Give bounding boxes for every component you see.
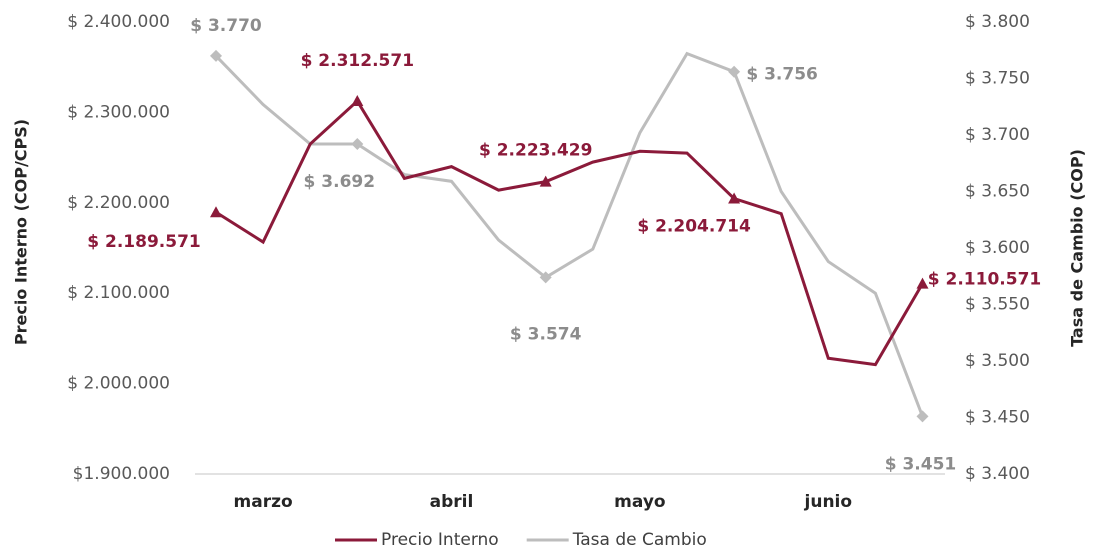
y2-tick-label: $ 3.700 — [965, 125, 1030, 145]
y-tick-label: $ 2.300.000 — [67, 102, 170, 122]
y2-axis-title: Tasa de Cambio (COP) — [1068, 149, 1087, 347]
legend-label: Precio Interno — [381, 530, 499, 550]
diamond-marker — [539, 271, 552, 284]
series-line — [215, 98, 924, 367]
series-line — [214, 51, 924, 417]
y-tick-label: $ 2.400.000 — [67, 12, 170, 32]
data-label: $ 2.223.429 — [479, 141, 592, 161]
diamond-marker — [210, 49, 222, 62]
data-label: $ 2.110.571 — [928, 270, 1041, 290]
diamond-marker — [916, 410, 929, 423]
y-tick-label: $ 2.000.000 — [67, 374, 170, 394]
x-tick-label: mayo — [614, 492, 665, 512]
y2-tick-label: $ 3.550 — [965, 295, 1030, 315]
diamond-marker — [728, 65, 741, 78]
x-tick-label: marzo — [234, 492, 293, 512]
y2-tick-label: $ 3.800 — [965, 12, 1030, 32]
y2-tick-label: $ 3.500 — [965, 351, 1030, 371]
y-tick-label: $ 2.100.000 — [67, 283, 170, 303]
y-axis-title: Precio Interno (COP/CPS) — [12, 119, 31, 345]
y2-tick-label: $ 3.400 — [965, 464, 1030, 484]
triangle-marker — [539, 175, 552, 187]
data-label: $ 3.574 — [510, 324, 582, 344]
data-label: $ 2.189.571 — [87, 232, 200, 252]
data-label: $ 3.451 — [885, 454, 957, 474]
data-label: $ 3.756 — [746, 65, 818, 85]
diamond-marker — [351, 138, 364, 151]
y2-tick-label: $ 3.650 — [965, 182, 1030, 202]
x-tick-label: abril — [430, 492, 474, 512]
y2-tick-label: $ 3.750 — [965, 69, 1030, 89]
triangle-marker — [916, 277, 929, 289]
data-label: $ 3.692 — [304, 172, 376, 192]
y-tick-label: $ 2.200.000 — [67, 193, 170, 213]
triangle-marker — [728, 192, 741, 204]
triangle-marker — [210, 206, 222, 218]
data-label: $ 3.770 — [190, 16, 262, 36]
y-tick-label: $1.900.000 — [73, 464, 170, 484]
y2-tick-label: $ 3.450 — [965, 408, 1030, 428]
x-tick-label: junio — [804, 492, 853, 512]
data-label: $ 2.312.571 — [301, 51, 414, 71]
y2-tick-label: $ 3.600 — [965, 238, 1030, 258]
data-label: $ 2.204.714 — [637, 217, 751, 237]
legend-label: Tasa de Cambio — [572, 530, 707, 550]
triangle-marker — [351, 95, 364, 107]
